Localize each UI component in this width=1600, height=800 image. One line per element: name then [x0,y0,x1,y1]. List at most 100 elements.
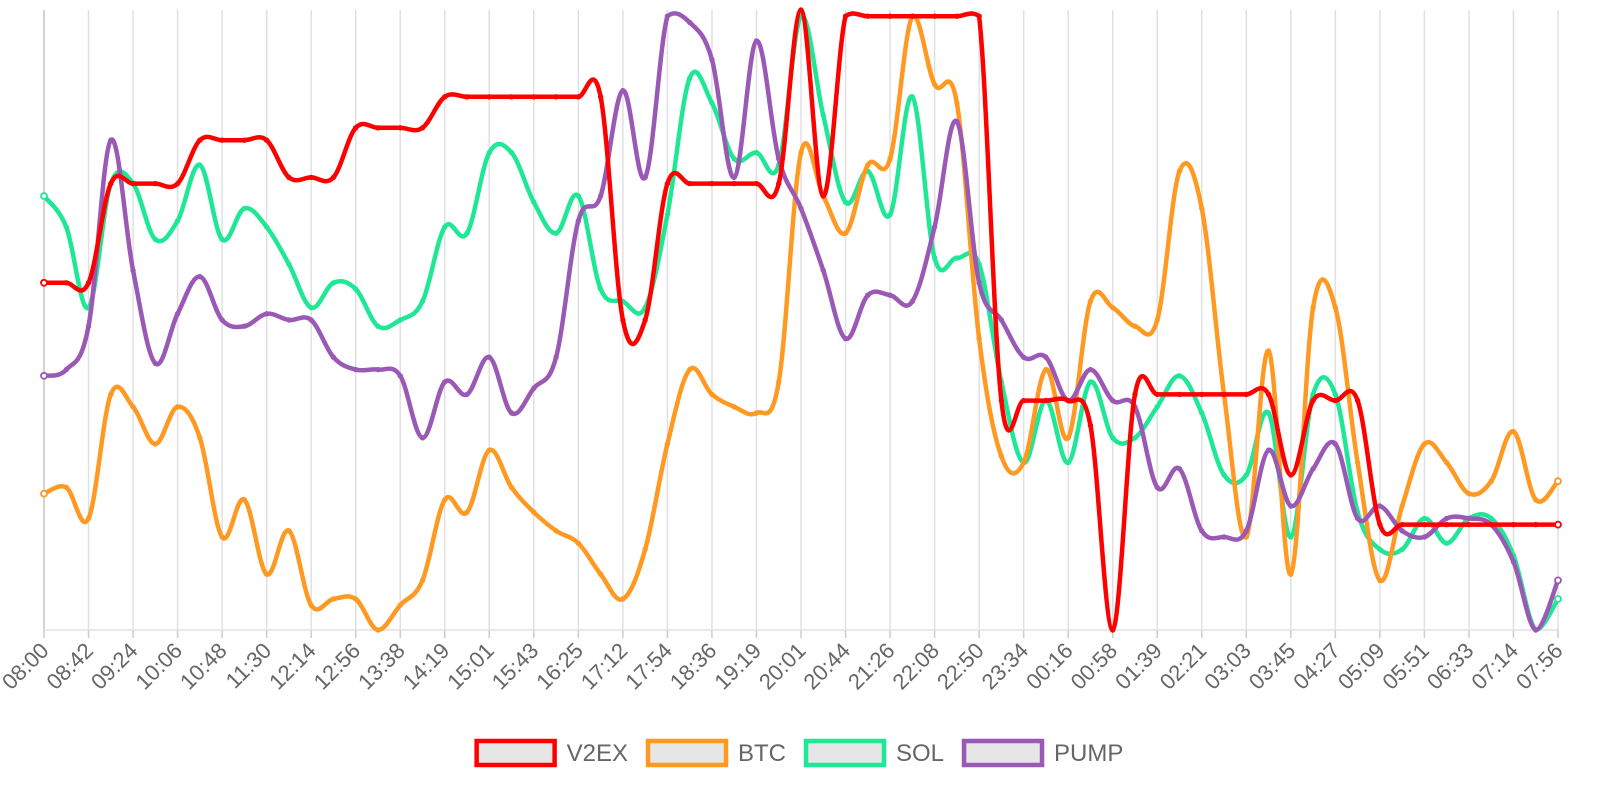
data-point-btc[interactable] [353,596,359,602]
data-point-sol[interactable] [1087,379,1094,385]
data-point-btc[interactable] [686,366,693,373]
data-point-btc[interactable] [40,489,48,498]
data-point-btc[interactable] [286,528,292,534]
data-point-btc[interactable] [664,441,671,447]
data-point-pump[interactable] [286,317,292,323]
data-point-sol[interactable] [330,280,337,286]
data-point-btc[interactable] [130,404,136,410]
data-point-sol[interactable] [1554,595,1562,603]
data-point-pump[interactable] [375,366,381,373]
data-point-pump[interactable] [1199,528,1205,534]
data-point-v2ex[interactable] [241,137,248,143]
data-point-v2ex[interactable] [197,137,203,143]
data-point-pump[interactable] [1154,484,1160,491]
data-point-pump[interactable] [442,379,448,385]
data-point-v2ex[interactable] [397,125,403,131]
data-point-btc[interactable] [464,509,470,515]
data-point-v2ex[interactable] [1199,391,1205,398]
data-point-v2ex[interactable] [286,174,292,181]
data-point-pump[interactable] [1421,534,1428,540]
data-point-v2ex[interactable] [1533,521,1539,528]
data-point-btc[interactable] [63,484,69,491]
data-point-pump[interactable] [1265,447,1272,453]
data-point-btc[interactable] [241,497,248,503]
data-point-btc[interactable] [776,379,782,385]
data-point-pump[interactable] [798,205,804,212]
data-point-sol[interactable] [308,304,314,311]
data-point-pump[interactable] [353,366,359,373]
data-point-btc[interactable] [375,627,381,633]
data-point-pump[interactable] [998,317,1005,323]
data-point-pump[interactable] [620,87,626,94]
data-point-v2ex[interactable] [776,180,782,187]
data-point-v2ex[interactable] [1466,521,1472,528]
data-point-sol[interactable] [1132,435,1138,441]
data-point-v2ex[interactable] [731,180,737,187]
data-point-sol[interactable] [731,156,737,162]
data-point-btc[interactable] [1288,571,1294,577]
data-point-pump[interactable] [1443,515,1450,522]
data-point-sol[interactable] [464,230,470,236]
data-point-v2ex[interactable] [1110,627,1116,633]
data-point-v2ex[interactable] [1332,397,1339,404]
data-point-v2ex[interactable] [1265,391,1272,398]
data-point-sol[interactable] [1488,515,1494,522]
data-point-btc[interactable] [1466,490,1472,497]
data-point-v2ex[interactable] [642,317,648,323]
data-point-sol[interactable] [1221,472,1227,478]
data-point-btc[interactable] [419,577,426,584]
data-point-btc[interactable] [442,497,448,503]
data-point-pump[interactable] [709,56,715,63]
data-point-btc[interactable] [731,404,737,410]
data-point-v2ex[interactable] [1399,521,1405,528]
data-point-pump[interactable] [1399,528,1405,534]
data-point-pump[interactable] [85,323,92,329]
data-point-sol[interactable] [197,162,203,168]
data-point-pump[interactable] [1466,515,1472,522]
data-point-v2ex[interactable] [887,13,893,19]
data-point-btc[interactable] [330,596,337,602]
legend[interactable]: V2EX BTC SOL PUMP [474,738,1124,768]
data-point-sol[interactable] [531,199,537,205]
data-point-sol[interactable] [1154,404,1160,410]
data-point-pump[interactable] [954,118,960,125]
data-point-sol[interactable] [1443,540,1450,546]
data-point-pump[interactable] [931,224,938,230]
data-point-pump[interactable] [531,385,537,391]
data-point-v2ex[interactable] [820,193,826,199]
data-point-pump[interactable] [842,335,849,342]
data-point-pump[interactable] [1332,441,1339,447]
data-point-pump[interactable] [1043,354,1049,360]
data-point-btc[interactable] [1554,477,1562,486]
data-point-v2ex[interactable] [1377,521,1383,528]
data-point-sol[interactable] [219,236,225,243]
data-point-btc[interactable] [1533,497,1539,503]
data-point-pump[interactable] [753,38,760,44]
data-point-sol[interactable] [375,323,381,329]
data-point-pump[interactable] [174,311,181,317]
data-point-sol[interactable] [1377,546,1383,553]
data-point-pump[interactable] [330,354,337,360]
data-point-btc[interactable] [1065,435,1071,441]
data-point-sol[interactable] [1288,534,1294,540]
data-point-pump[interactable] [553,354,559,360]
data-point-sol[interactable] [1399,546,1405,553]
data-point-v2ex[interactable] [575,94,582,100]
data-point-v2ex[interactable] [108,180,114,187]
data-point-pump[interactable] [597,193,604,199]
data-point-v2ex[interactable] [40,278,48,287]
data-point-sol[interactable] [353,286,359,292]
legend-item-pump[interactable]: PUMP [961,738,1123,768]
data-point-v2ex[interactable] [1087,422,1094,429]
data-point-sol[interactable] [1199,410,1205,416]
data-point-pump[interactable] [1554,576,1562,585]
data-point-btc[interactable] [1265,348,1272,354]
data-point-v2ex[interactable] [375,125,381,131]
data-point-pump[interactable] [397,373,403,379]
data-point-v2ex[interactable] [464,94,470,100]
data-point-v2ex[interactable] [1065,397,1071,404]
data-point-sol[interactable] [63,224,69,230]
data-point-btc[interactable] [1332,304,1339,311]
data-point-v2ex[interactable] [1132,391,1138,398]
data-point-v2ex[interactable] [1421,521,1428,528]
